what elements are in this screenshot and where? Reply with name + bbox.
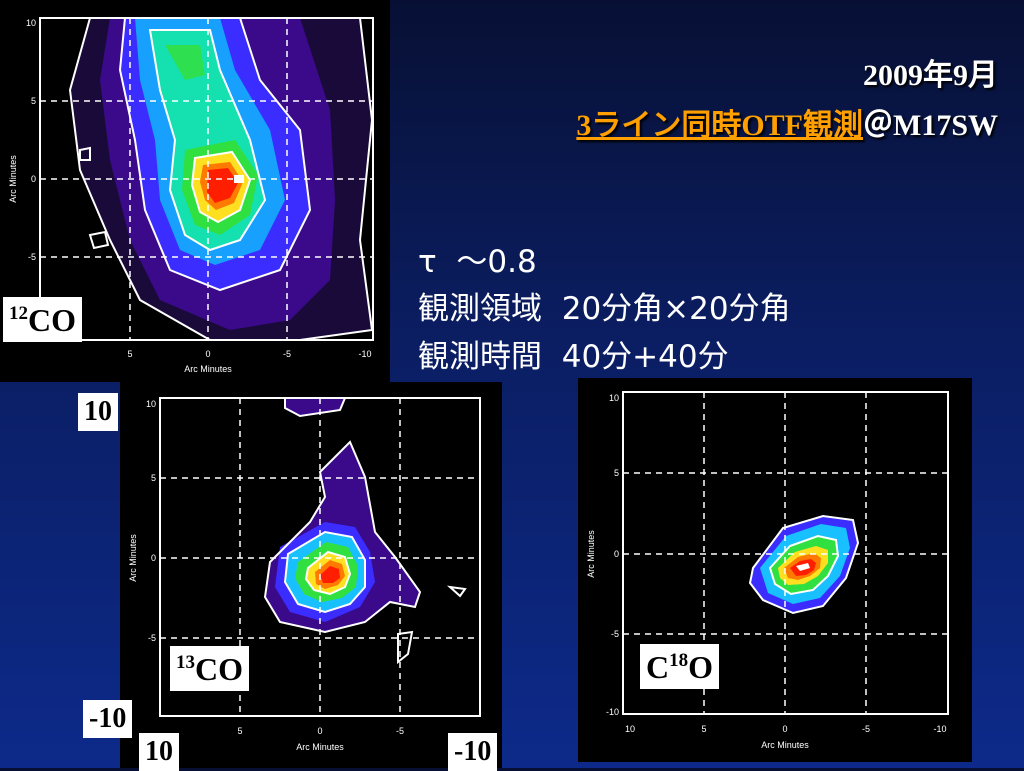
ytick-5: 5 bbox=[151, 473, 156, 483]
map-c18o: 10 5 0 -5 -10 10 5 0 -5 -10 Arc Minutes … bbox=[578, 378, 972, 762]
xtick-5: 5 bbox=[701, 724, 706, 734]
info-time: 観測時間 40分+40分 bbox=[418, 339, 729, 375]
x-axis-label: Arc Minutes bbox=[761, 740, 809, 750]
xtick-minus5: -5 bbox=[283, 349, 291, 359]
xtick-0: 0 bbox=[317, 726, 322, 736]
xtick-minus5: -5 bbox=[862, 724, 870, 734]
overlay-label-right: -10 bbox=[448, 733, 498, 771]
xtick-10: 10 bbox=[625, 724, 635, 734]
ytick-0: 0 bbox=[31, 174, 36, 184]
label-12co: 12CO bbox=[3, 297, 82, 342]
info-tau: τ ～0.8 bbox=[418, 244, 537, 280]
xtick-minus10: -10 bbox=[933, 724, 946, 734]
ytick-minus10: -10 bbox=[606, 707, 619, 717]
map-12co: 10 5 0 -5 5 0 -5 -10 Arc Minutes Arc Min… bbox=[0, 0, 390, 382]
ytick-10: 10 bbox=[609, 393, 619, 403]
label-13co: 13CO bbox=[170, 646, 249, 691]
ytick-minus5: -5 bbox=[148, 633, 156, 643]
title-date: 2009年9月 bbox=[863, 59, 998, 92]
title-highlight: 3ライン同時OTF観測 bbox=[576, 109, 863, 142]
overlay-label-left: 10 bbox=[139, 733, 179, 771]
ytick-0: 0 bbox=[151, 553, 156, 563]
xtick-minus5: -5 bbox=[396, 726, 404, 736]
xtick-0: 0 bbox=[782, 724, 787, 734]
xtick-minus10: -10 bbox=[358, 349, 371, 359]
y-axis-label: Arc Minutes bbox=[586, 530, 596, 578]
info-area: 観測領域 20分角×20分角 bbox=[418, 291, 791, 327]
map-13co: 10 5 0 -5 5 0 -5 Arc Minutes Arc Minutes bbox=[120, 382, 502, 768]
map-12co-plot: 10 5 0 -5 5 0 -5 -10 Arc Minutes Arc Min… bbox=[8, 17, 374, 374]
ytick-5: 5 bbox=[31, 96, 36, 106]
y-axis-label: Arc Minutes bbox=[8, 155, 18, 203]
ytick-minus5: -5 bbox=[28, 252, 36, 262]
xtick-5: 5 bbox=[237, 726, 242, 736]
ytick-5: 5 bbox=[614, 468, 619, 478]
x-axis-label: Arc Minutes bbox=[296, 742, 344, 752]
title-main: 3ライン同時OTF観測＠M17SW bbox=[576, 100, 998, 144]
map-13co-plot: 10 5 0 -5 5 0 -5 Arc Minutes Arc Minutes bbox=[128, 397, 481, 752]
overlay-label-bottom: -10 bbox=[83, 700, 133, 738]
y-axis-label: Arc Minutes bbox=[128, 534, 138, 582]
ytick-10: 10 bbox=[146, 399, 156, 409]
ytick-0: 0 bbox=[614, 549, 619, 559]
overlay-label-top: 10 bbox=[78, 393, 118, 431]
map-c18o-plot: 10 5 0 -5 -10 10 5 0 -5 -10 Arc Minutes … bbox=[586, 391, 949, 750]
x-axis-label: Arc Minutes bbox=[184, 364, 232, 374]
xtick-5: 5 bbox=[127, 349, 132, 359]
xtick-0: 0 bbox=[205, 349, 210, 359]
ytick-10: 10 bbox=[26, 18, 36, 28]
title-target: ＠M17SW bbox=[863, 109, 998, 142]
ytick-minus5: -5 bbox=[611, 629, 619, 639]
label-c18o: C18O bbox=[640, 644, 719, 689]
